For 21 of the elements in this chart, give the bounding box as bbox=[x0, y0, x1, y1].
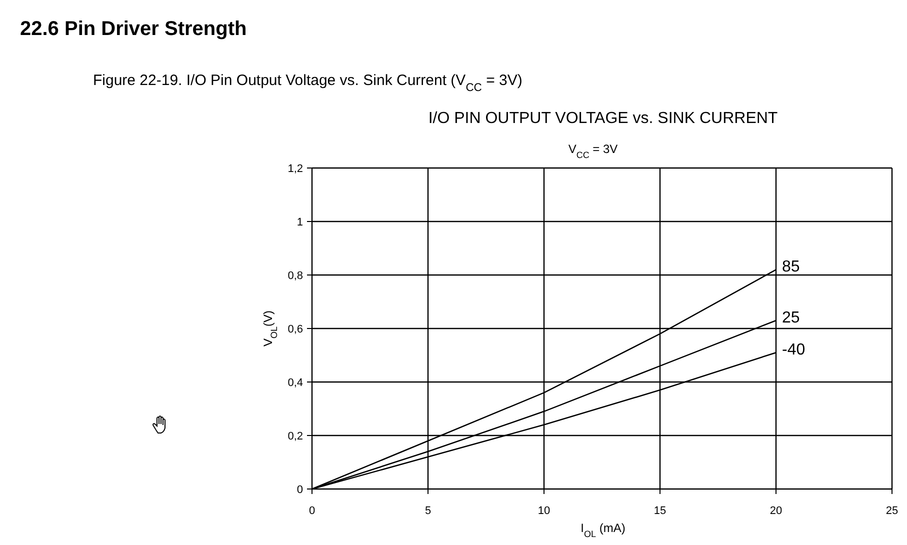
y-tick-label: 0,2 bbox=[288, 430, 303, 442]
x-tick-label: 15 bbox=[654, 505, 666, 517]
series-label: 25 bbox=[782, 309, 800, 326]
series-label: -40 bbox=[782, 342, 806, 359]
y-tick-label: 1 bbox=[296, 216, 303, 228]
x-tick-label: 25 bbox=[886, 505, 898, 517]
chart-title: I/O PIN OUTPUT VOLTAGE vs. SINK CURRENT bbox=[428, 110, 778, 127]
x-tick-label: 20 bbox=[770, 505, 782, 517]
caption: Figure 22-19. I/O Pin Output Voltage vs. Sink Current (V$_{CC}$ = 3V) bbox=[93, 72, 522, 94]
x-tick-label: 0 bbox=[308, 505, 316, 517]
series-label: 85 bbox=[782, 258, 800, 276]
y-tick-label: 0,6 bbox=[288, 324, 303, 336]
y-tick-label: 0 bbox=[296, 484, 303, 496]
y-tick-label: 0,4 bbox=[288, 377, 303, 389]
y-tick-label: 1,2 bbox=[288, 163, 303, 175]
text: 22.6 Pin Driver Strength bbox=[20, 18, 247, 40]
x-axis-title: I$_{OL}$ (mA) bbox=[580, 521, 626, 539]
x-tick-label: 5 bbox=[424, 505, 432, 517]
x-tick-label: 10 bbox=[538, 505, 550, 517]
y-tick-label: 0,8 bbox=[288, 270, 303, 282]
chart-subtitle: V$_{CC}$ = 3V bbox=[568, 142, 618, 160]
